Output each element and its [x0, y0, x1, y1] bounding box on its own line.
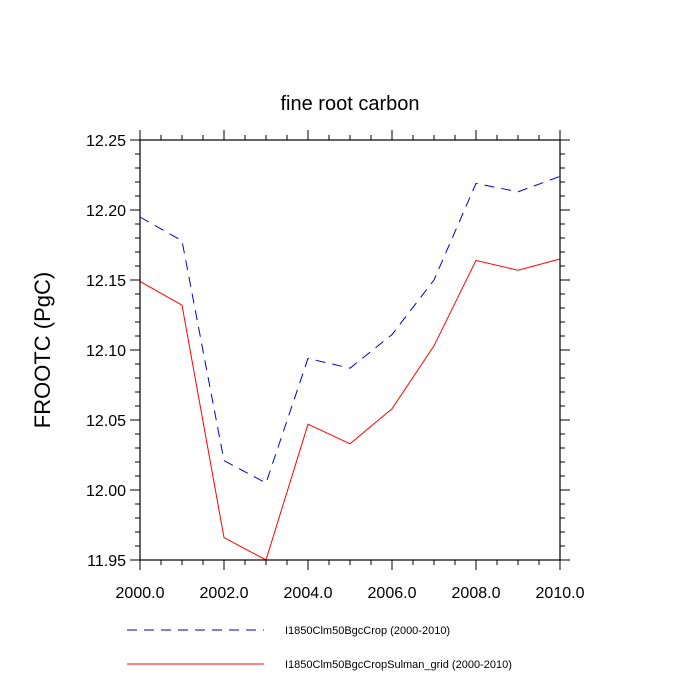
- legend-label-1: I1850Clm50BgcCrop (2000-2010): [285, 625, 450, 637]
- x-tick-label: 2000.0: [116, 585, 165, 602]
- axis-ticks: 11.95 12.00 12.05 12.10 12.15 12.20 12.25 2000.…: [86, 130, 585, 602]
- y-tick-label: 12.25: [86, 133, 126, 150]
- x-tick-label: 2008.0: [452, 585, 501, 602]
- x-tick-label: 2002.0: [200, 585, 249, 602]
- plot-frame: [139, 139, 561, 561]
- y-tick-label: 12.10: [86, 343, 126, 360]
- chart-title: fine root carbon: [281, 93, 420, 115]
- y-tick-label: 12.00: [86, 483, 126, 500]
- y-tick-label: 12.20: [86, 203, 126, 220]
- x-tick-label: 2006.0: [368, 585, 417, 602]
- x-tick-label: 2010.0: [536, 585, 585, 602]
- legend-label-2: I1850Clm50BgcCropSulman_grid (2000-2010): [285, 659, 512, 671]
- series-line-2: [139, 258, 561, 561]
- x-tick-label: 2004.0: [284, 585, 333, 602]
- y-tick-label: 12.05: [86, 413, 126, 430]
- legend: I1850Clm50BgcCrop (2000-2010) I1850Clm50B…: [127, 625, 512, 671]
- series-layer: [139, 175, 561, 561]
- y-tick-label: 12.15: [86, 273, 126, 290]
- series-line-1: [139, 175, 561, 484]
- y-axis-label: FROOTC (PgC): [30, 272, 55, 428]
- y-tick-label: 11.95: [87, 553, 126, 570]
